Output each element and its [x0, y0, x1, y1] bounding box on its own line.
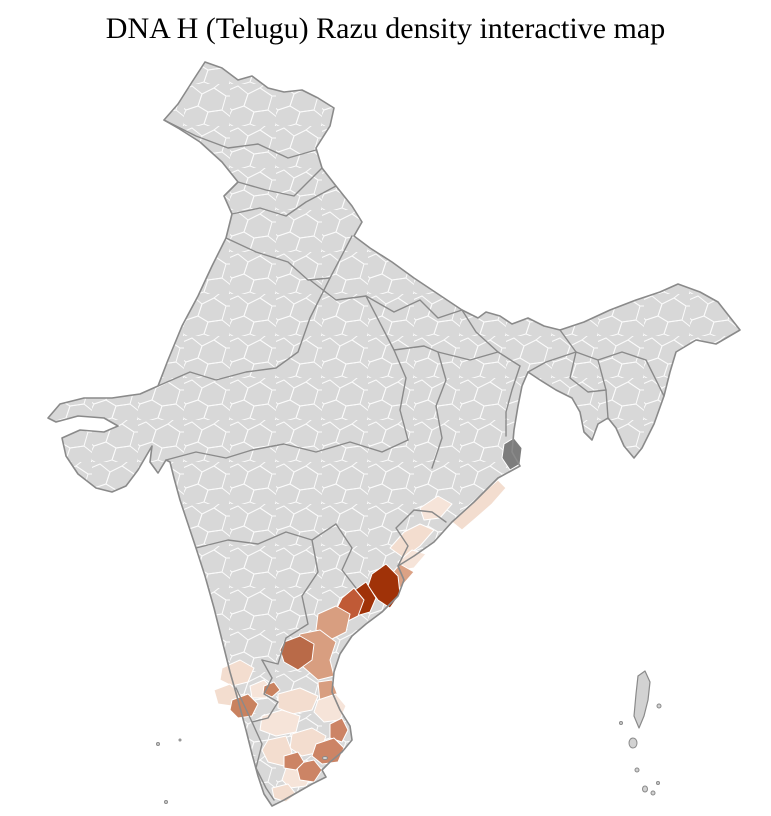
- islands-layer: [156, 670, 662, 804]
- state-border-3: [225, 235, 353, 281]
- island-dot-1: [656, 703, 662, 709]
- density-region-coast-ne-2[interactable]: [419, 495, 453, 521]
- density-region-guntur[interactable]: [315, 605, 351, 641]
- page-title: DNA H (Telugu) Razu density interactive …: [105, 12, 666, 45]
- island-dot-4: [642, 785, 648, 793]
- state-border-18: [395, 509, 447, 567]
- state-border-14: [261, 539, 319, 665]
- state-border-8: [393, 345, 447, 469]
- density-region-karnataka-small[interactable]: [262, 681, 281, 698]
- density-region-coast-ne-1[interactable]: [451, 479, 507, 531]
- state-border-21: [527, 351, 577, 373]
- coastline-layer: [47, 61, 741, 807]
- state-border-19: [559, 329, 665, 397]
- island-dot-2: [619, 721, 623, 725]
- state-border-12: [195, 523, 337, 549]
- island-dot-5: [650, 790, 656, 796]
- state-border-0: [163, 119, 317, 159]
- state-border-10: [461, 309, 499, 353]
- state-border-9: [437, 351, 521, 367]
- andaman-main-island[interactable]: [633, 670, 651, 729]
- density-region-kurnool[interactable]: [279, 635, 315, 671]
- island-dot-8: [156, 742, 160, 746]
- island-dot-0: [628, 737, 638, 749]
- state-border-20: [569, 351, 607, 393]
- density-region-tn-1[interactable]: [277, 687, 319, 715]
- state-border-2: [231, 185, 337, 217]
- density-region-tn-2[interactable]: [259, 709, 301, 737]
- island-dot-6: [656, 781, 660, 785]
- india-coastline: [47, 61, 741, 807]
- state-border-15: [251, 659, 279, 723]
- island-dot-10: [164, 800, 168, 804]
- state-border-22: [597, 359, 609, 419]
- island-dot-7: [322, 756, 328, 760]
- density-region-tn-coast-4[interactable]: [283, 751, 305, 771]
- density-region-tn-coast-1[interactable]: [329, 717, 349, 743]
- state-border-17: [235, 687, 253, 723]
- state-border-1: [237, 167, 323, 197]
- state-border-13: [335, 523, 357, 589]
- density-region-tn-coast-3[interactable]: [295, 759, 323, 783]
- state-border-4: [157, 277, 331, 387]
- island-dot-9: [178, 738, 182, 742]
- state-border-6: [309, 279, 463, 319]
- density-region-tn-6[interactable]: [271, 783, 297, 803]
- state-border-7: [365, 295, 409, 441]
- state-border-5: [165, 439, 409, 461]
- state-borders-layer: [157, 119, 665, 801]
- island-dot-3: [634, 767, 640, 773]
- state-border-11: [505, 365, 521, 437]
